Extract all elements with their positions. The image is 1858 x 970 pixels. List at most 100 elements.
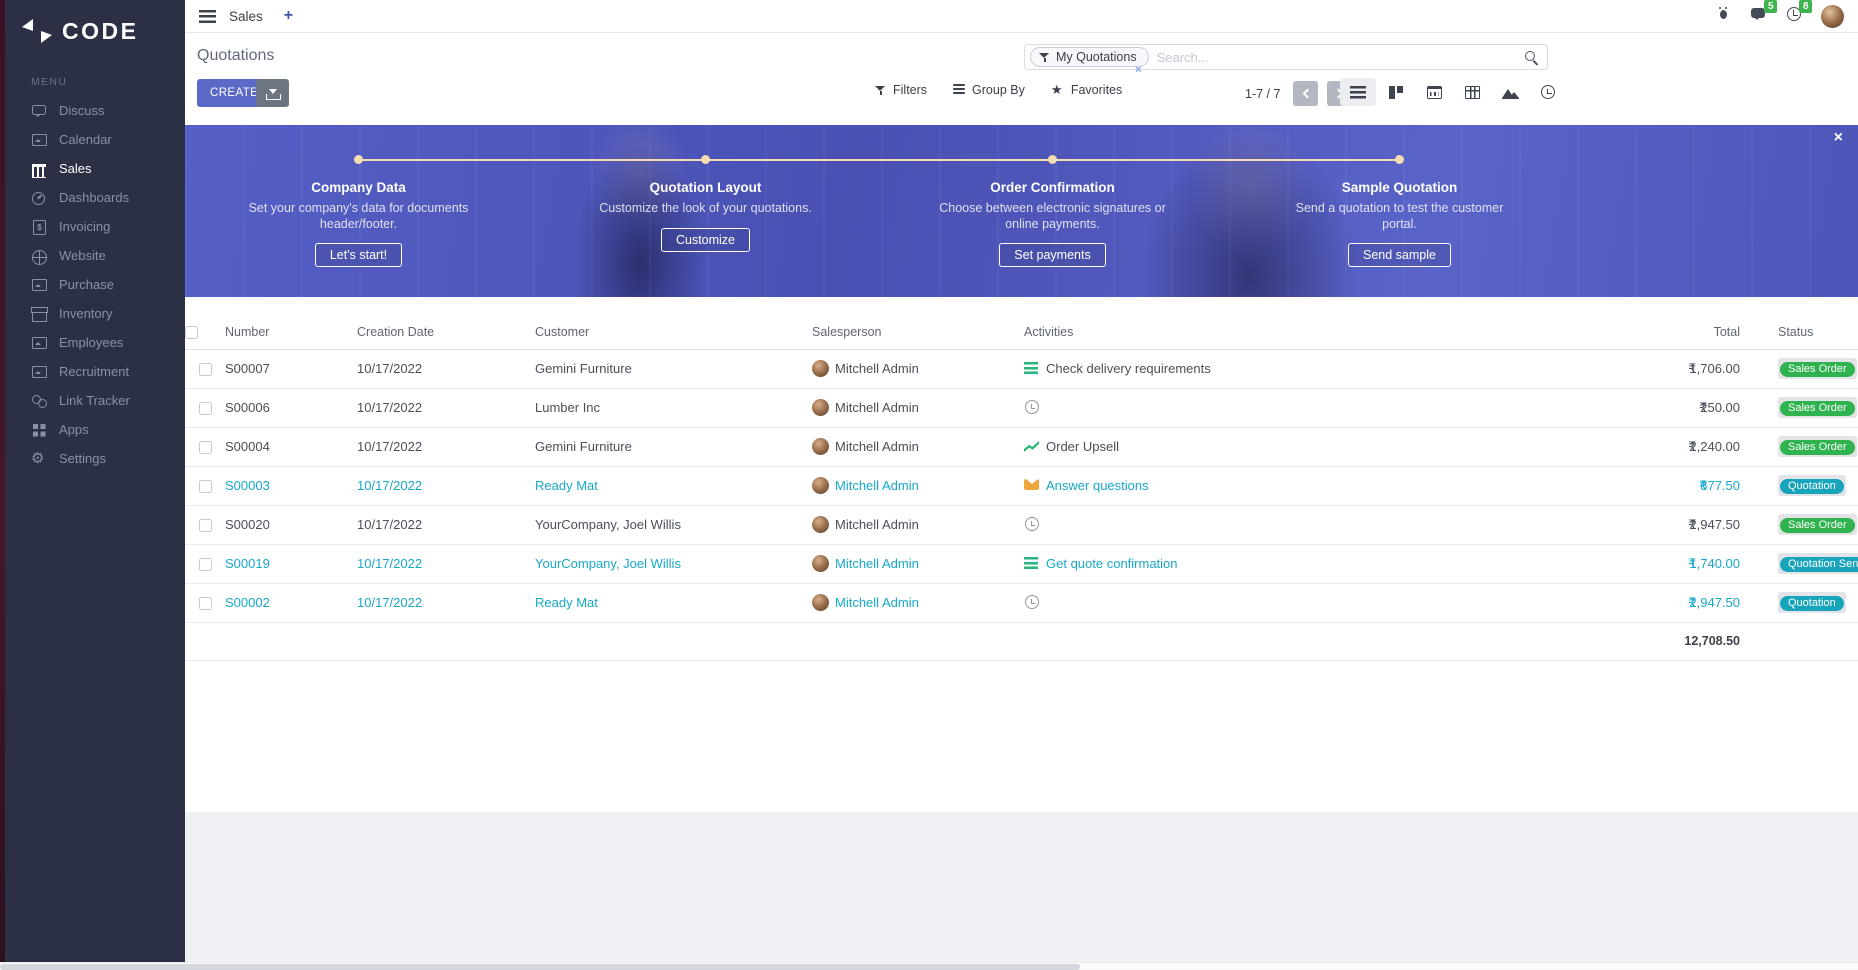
activity-icon[interactable] <box>1024 400 1040 414</box>
row-checkbox[interactable] <box>198 558 212 572</box>
calendar-view-button[interactable] <box>1416 78 1452 106</box>
magnifier-icon[interactable] <box>1523 49 1539 65</box>
sidebar-item-website[interactable]: Website <box>5 241 185 270</box>
pager-range: 1-7 / 7 <box>1245 86 1281 101</box>
favorites-button[interactable]: Favorites <box>1051 83 1122 98</box>
column-header-activities[interactable]: Activities <box>1024 315 1442 350</box>
facet-remove-button[interactable]: × <box>1135 64 1142 76</box>
currency-symbol: ₹ <box>1688 516 1697 532</box>
group-by-button[interactable]: Group By <box>953 83 1025 97</box>
sidebar-item-employees[interactable]: Employees <box>5 328 185 357</box>
kanban-view-icon <box>1388 85 1404 99</box>
activity-icon[interactable] <box>1024 595 1040 609</box>
currency-symbol: ₹ <box>1688 438 1697 454</box>
scrollbar-thumb[interactable] <box>0 964 1080 970</box>
column-header-number[interactable]: Number <box>225 315 357 350</box>
activity-icon[interactable] <box>1024 361 1040 375</box>
column-header-total[interactable]: Total <box>1442 315 1764 350</box>
activity-icon[interactable] <box>1024 517 1040 531</box>
activity-icon[interactable] <box>1024 478 1040 492</box>
box-icon <box>31 306 48 322</box>
sidebar-item-dashboards[interactable]: Dashboards <box>5 183 185 212</box>
status-badge: Quotation <box>1780 479 1844 494</box>
graph-view-button[interactable] <box>1492 78 1528 106</box>
activities-button[interactable]: 8 <box>1786 0 1812 27</box>
list-view-button[interactable] <box>1340 78 1376 106</box>
export-button[interactable] <box>256 79 289 107</box>
activity-icon[interactable] <box>1024 439 1040 453</box>
sidebar-item-recruitment[interactable]: Recruitment <box>5 357 185 386</box>
pivot-view-button[interactable] <box>1454 78 1490 106</box>
row-checkbox[interactable] <box>198 597 212 611</box>
sidebar-item-purchase[interactable]: Purchase <box>5 270 185 299</box>
sidebar-item-discuss[interactable]: Discuss <box>5 96 185 125</box>
column-header-creation-date[interactable]: Creation Date <box>357 315 535 350</box>
hamburger-menu-icon[interactable] <box>199 9 216 23</box>
sidebar-item-label: Inventory <box>59 306 113 321</box>
apps-grid-icon <box>31 422 48 438</box>
row-checkbox[interactable] <box>198 519 212 533</box>
row-checkbox[interactable] <box>198 402 212 416</box>
activity-label[interactable]: Answer questions <box>1046 478 1149 493</box>
send-sample-button[interactable]: Send sample <box>1348 243 1451 268</box>
quotation-number: S00002 <box>225 583 357 623</box>
table-row[interactable]: S00020 10/17/2022 YourCompany, Joel Will… <box>185 505 1858 545</box>
table-row[interactable]: S00003 10/17/2022 Ready Mat Mitchell Adm… <box>185 466 1858 506</box>
column-header-salesperson[interactable]: Salesperson <box>812 315 1024 350</box>
customer-name: Gemini Furniture <box>535 349 812 389</box>
table-row[interactable]: S00002 10/17/2022 Ready Mat Mitchell Adm… <box>185 583 1858 623</box>
search-input[interactable] <box>1148 49 1523 65</box>
salesperson-avatar <box>812 360 829 377</box>
pager-previous-button[interactable] <box>1293 81 1319 106</box>
table-row[interactable]: S00007 10/17/2022 Gemini Furniture Mitch… <box>185 349 1858 389</box>
customize-button[interactable]: Customize <box>660 227 751 252</box>
total-amount: 2,947.50 <box>1689 594 1740 610</box>
horizontal-scrollbar[interactable] <box>0 962 1858 970</box>
select-all-checkbox[interactable] <box>185 325 198 339</box>
column-header-status[interactable]: Status <box>1764 315 1858 350</box>
row-checkbox[interactable] <box>198 480 212 494</box>
set-payments-button[interactable]: Set payments <box>999 243 1106 268</box>
row-checkbox[interactable] <box>198 441 212 455</box>
sidebar-item-invoicing[interactable]: Invoicing <box>5 212 185 241</box>
table-row[interactable]: S00004 10/17/2022 Gemini Furniture Mitch… <box>185 427 1858 467</box>
activity-label[interactable]: Get quote confirmation <box>1046 556 1178 571</box>
column-header-customer[interactable]: Customer <box>535 315 812 350</box>
search-bar[interactable]: My Quotations × <box>1024 44 1548 76</box>
activity-label[interactable]: Order Upsell <box>1046 439 1119 454</box>
brand-logo[interactable]: CODE <box>5 0 185 62</box>
new-tab-button[interactable]: + <box>283 7 294 24</box>
sidebar-item-settings[interactable]: Settings <box>5 444 185 473</box>
activity-icon[interactable] <box>1024 556 1040 570</box>
status-badge-wrap: Quotation <box>1778 475 1846 496</box>
debug-button[interactable] <box>1715 6 1731 26</box>
user-avatar[interactable] <box>1821 4 1844 28</box>
gear-icon <box>31 450 48 467</box>
creation-date: 10/17/2022 <box>357 388 535 428</box>
clock-icon <box>1786 6 1802 22</box>
row-checkbox[interactable] <box>198 363 212 377</box>
app-tab-sales[interactable]: Sales <box>229 8 263 24</box>
sidebar-item-calendar[interactable]: Calendar <box>5 125 185 154</box>
onboarding-step-quotation-layout: Quotation Layout Customize the look of y… <box>532 125 879 267</box>
sidebar-item-sales[interactable]: Sales <box>5 154 185 183</box>
filters-button[interactable]: Filters <box>875 83 927 97</box>
status-badge: Quotation Sent <box>1780 557 1858 572</box>
graph-view-icon <box>1501 86 1519 99</box>
activity-label[interactable]: Check delivery requirements <box>1046 361 1211 376</box>
lets-start-button[interactable]: Let's start! <box>314 243 403 268</box>
salesperson-name: Mitchell Admin <box>835 478 919 493</box>
sidebar-item-inventory[interactable]: Inventory <box>5 299 185 328</box>
search-facet[interactable]: My Quotations × <box>1030 47 1149 76</box>
messages-button[interactable]: 5 <box>1750 0 1777 26</box>
step-title: Sample Quotation <box>1341 180 1458 195</box>
sidebar-item-link-tracker[interactable]: Link Tracker <box>5 386 185 415</box>
customer-name: Lumber Inc <box>535 388 812 428</box>
kanban-view-button[interactable] <box>1378 78 1414 106</box>
table-row[interactable]: S00006 10/17/2022 Lumber Inc Mitchell Ad… <box>185 388 1858 428</box>
table-row[interactable]: S00019 10/17/2022 YourCompany, Joel Will… <box>185 544 1858 584</box>
sidebar-item-apps[interactable]: Apps <box>5 415 185 444</box>
banner-close-button[interactable]: × <box>1833 129 1843 146</box>
customer-name: Ready Mat <box>535 466 812 506</box>
activity-view-button[interactable] <box>1530 78 1566 106</box>
